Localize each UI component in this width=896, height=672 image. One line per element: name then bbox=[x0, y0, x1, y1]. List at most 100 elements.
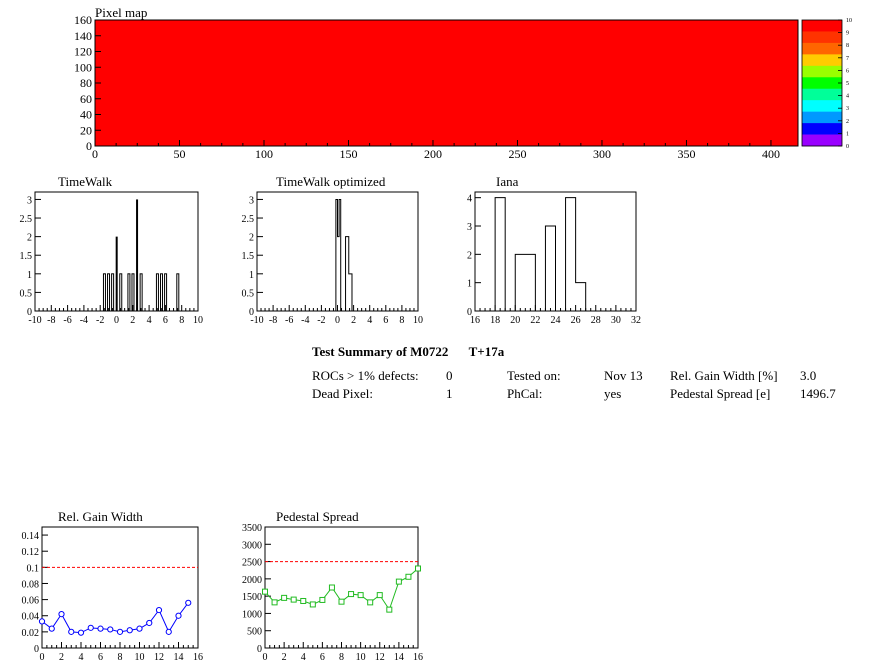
x-tick-label: 24 bbox=[551, 315, 561, 326]
x-tick-label: 300 bbox=[593, 147, 611, 161]
x-tick-label: 12 bbox=[375, 652, 385, 663]
phcal-value: yes bbox=[604, 386, 622, 401]
data-point bbox=[376, 592, 383, 599]
y-tick-label: 0 bbox=[467, 307, 472, 318]
histogram-outline bbox=[494, 197, 587, 312]
palette-label: 1 bbox=[846, 131, 849, 137]
palette-label: 2 bbox=[846, 119, 849, 125]
histogram-bin bbox=[576, 283, 586, 311]
data-point bbox=[77, 629, 85, 636]
y-tick-label: 100 bbox=[74, 60, 92, 74]
x-tick-label: -2 bbox=[96, 315, 104, 326]
y-tick-label: 3 bbox=[467, 222, 472, 233]
histogram-outline bbox=[335, 198, 353, 312]
histogram-bin bbox=[127, 273, 131, 312]
x-tick-label: 4 bbox=[367, 315, 372, 326]
data-point bbox=[300, 597, 307, 604]
x-tick-label: 28 bbox=[591, 315, 601, 326]
plot-timewalk-optimized: TimeWalk optimized-10 -8 -6 -4 -2 0 2 4 6 8 1000.5… bbox=[242, 174, 424, 326]
data-point bbox=[319, 596, 326, 603]
x-tick-label: 8 bbox=[179, 315, 184, 326]
palette-swatch bbox=[802, 100, 842, 112]
x-tick-label: 10 bbox=[356, 652, 366, 663]
y-tick-label: 2 bbox=[27, 233, 32, 244]
plot-title: Pedestal Spread bbox=[276, 509, 359, 524]
gain-width-value: 3.0 bbox=[800, 368, 817, 383]
x-tick-label: 0 bbox=[263, 652, 268, 663]
data-point bbox=[328, 584, 335, 591]
plot-pedestal-spread: Pedestal Spread 0 2 4 6 8 10 12 14 16 0 500 1000 1500… bbox=[242, 509, 423, 663]
x-tick-label: 4 bbox=[79, 652, 84, 663]
gain-width-label: Rel. Gain Width [%] bbox=[670, 368, 778, 383]
x-tick-label: 6 bbox=[383, 315, 388, 326]
palette-label: 9 bbox=[846, 31, 849, 37]
palette-swatch bbox=[802, 77, 842, 90]
x-tick-label: 2 bbox=[59, 652, 64, 663]
histogram-bin bbox=[338, 237, 340, 311]
y-tick-label: 1000 bbox=[242, 609, 262, 620]
data-point bbox=[348, 591, 355, 598]
data-point bbox=[107, 626, 114, 633]
x-tick-label: 0 bbox=[92, 147, 98, 161]
x-tick-label: 14 bbox=[394, 652, 404, 663]
x-tick-label: -8 bbox=[269, 315, 277, 326]
palette-swatch bbox=[802, 31, 842, 44]
plot-title: Rel. Gain Width bbox=[58, 509, 143, 524]
data-point bbox=[146, 619, 153, 627]
y-tick-label: 0.5 bbox=[242, 288, 255, 299]
data-point bbox=[58, 611, 65, 618]
y-tick-label: 160 bbox=[74, 13, 92, 27]
phcal-label: PhCal: bbox=[507, 386, 543, 401]
x-tick-label: -10 bbox=[250, 315, 263, 326]
y-tick-label: 2 bbox=[249, 233, 254, 244]
y-tick-label: 0.08 bbox=[22, 579, 40, 590]
palette-label: 4 bbox=[846, 94, 849, 100]
x-tick-label: -10 bbox=[28, 315, 41, 326]
x-tick-label: 14 bbox=[174, 652, 184, 663]
data-point bbox=[185, 599, 192, 606]
y-tick-label: 1 bbox=[467, 279, 472, 290]
x-tick-label: 50 bbox=[173, 147, 185, 161]
plot-title: Pixel map bbox=[95, 5, 147, 20]
x-tick-label: 200 bbox=[424, 147, 442, 161]
palette-label: 3 bbox=[846, 106, 849, 112]
summary-tag: T+17a bbox=[468, 344, 505, 359]
x-tick-label: 18 bbox=[490, 315, 500, 326]
y-tick-label: 2 bbox=[467, 250, 472, 261]
plot-rel-gain-width: Rel. Gain Width 0 2 4 6 8 10 12 14 16 0 0.02 0.04 0.0… bbox=[22, 509, 204, 663]
data-point bbox=[415, 565, 421, 572]
data-point bbox=[395, 578, 402, 585]
x-tick-label: 6 bbox=[320, 652, 325, 663]
y-tick-label: 0 bbox=[257, 644, 262, 655]
plot-title: Iana bbox=[496, 174, 519, 189]
histogram-bin bbox=[566, 198, 576, 311]
palette-swatch bbox=[802, 65, 842, 78]
palette-label: 5 bbox=[846, 81, 849, 87]
histogram-bin bbox=[176, 273, 180, 312]
x-tick-label: -8 bbox=[47, 315, 55, 326]
y-tick-label: 3 bbox=[249, 195, 254, 206]
x-tick-label: 32 bbox=[631, 315, 641, 326]
palette-swatch bbox=[802, 134, 842, 147]
y-tick-label: 2.5 bbox=[20, 214, 33, 225]
palette-label: 8 bbox=[846, 43, 849, 49]
data-point bbox=[136, 625, 143, 632]
y-tick-label: 2.5 bbox=[242, 214, 255, 225]
data-point bbox=[357, 592, 364, 599]
pedestal-spread-value: 1496.7 bbox=[800, 386, 836, 401]
x-tick-label: 0 bbox=[40, 652, 45, 663]
x-tick-label: 2 bbox=[282, 652, 287, 663]
x-tick-label: 16 bbox=[193, 652, 203, 663]
y-tick-label: 500 bbox=[247, 627, 262, 638]
series-line bbox=[41, 602, 189, 634]
x-tick-label: -4 bbox=[80, 315, 88, 326]
plot-frame bbox=[264, 526, 419, 649]
x-tick-label: 2 bbox=[130, 315, 135, 326]
x-tick-label: -6 bbox=[63, 315, 71, 326]
x-tick-label: 12 bbox=[154, 652, 164, 663]
y-tick-label: 1.5 bbox=[242, 251, 255, 262]
palette-label: 6 bbox=[846, 68, 849, 74]
plot-title: TimeWalk optimized bbox=[276, 174, 386, 189]
x-tick-label: -6 bbox=[285, 315, 293, 326]
tested-on-label: Tested on: bbox=[507, 368, 561, 383]
